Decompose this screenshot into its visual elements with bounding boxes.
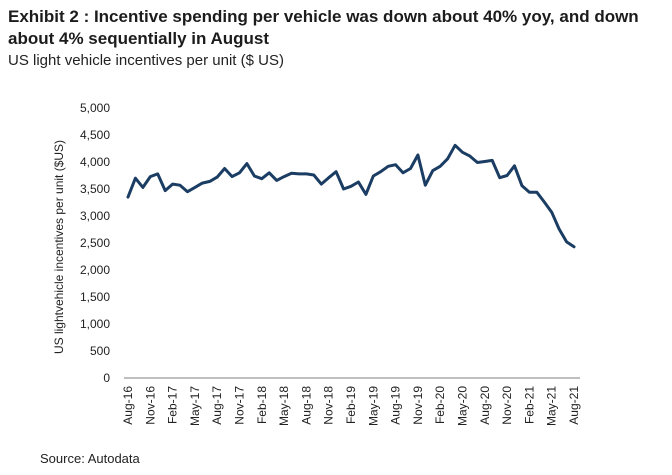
x-tick-label: Feb-19	[344, 386, 358, 424]
x-tick-label: Nov-17	[233, 386, 247, 425]
x-tick-label: May-17	[188, 386, 202, 426]
x-tick-label: Feb-18	[255, 386, 269, 424]
x-tick-label: May-18	[277, 386, 291, 426]
x-tick-label: Feb-20	[433, 386, 447, 424]
x-tick-label: May-21	[545, 386, 559, 426]
x-tick-label: Nov-20	[500, 386, 514, 425]
y-tick-label: 0	[103, 371, 110, 385]
source-note: Source: Autodata	[40, 451, 140, 466]
x-tick-label: Aug-20	[478, 386, 492, 425]
x-axis: Aug-16 Nov-16 Feb-17 May-17 Aug-17 Nov-17 Feb-…	[121, 377, 581, 426]
y-axis-title: US lightvehicle incentives per unit ($US…	[52, 140, 66, 354]
x-tick-label: Nov-16	[143, 386, 157, 425]
x-tick-label: Nov-18	[322, 386, 336, 425]
x-tick-label: Aug-19	[389, 386, 403, 425]
x-tick-label: May-20	[456, 386, 470, 426]
y-tick-label: 3,000	[80, 209, 110, 223]
y-tick-label: 4,500	[80, 128, 110, 142]
y-tick-label: 5,000	[80, 101, 110, 115]
chart-title: Exhibit 2 : Incentive spending per vehic…	[8, 7, 639, 48]
y-tick-label: 4,000	[80, 155, 110, 169]
y-tick-label: 500	[90, 344, 110, 358]
x-tick-label: Feb-21	[522, 386, 536, 424]
x-tick-label: Aug-21	[567, 386, 581, 425]
y-tick-label: 2,500	[80, 236, 110, 250]
y-tick-label: 1,000	[80, 317, 110, 331]
x-tick-label: Feb-17	[166, 386, 180, 424]
x-tick-label: May-19	[366, 386, 380, 426]
x-tick-label: Aug-17	[210, 386, 224, 425]
y-tick-label: 2,000	[80, 263, 110, 277]
y-axis: 0 500 1,000 1,500 2,000 2,500 3,000 3,500 4,000 4…	[80, 101, 110, 385]
y-tick-label: 1,500	[80, 290, 110, 304]
series-line	[126, 143, 576, 249]
chart-subtitle: US light vehicle incentives per unit ($ …	[8, 52, 284, 69]
x-tick-label: Aug-16	[121, 386, 135, 425]
x-tick-label: Aug-18	[299, 386, 313, 425]
x-tick-label: Nov-19	[411, 386, 425, 425]
y-tick-label: 3,500	[80, 182, 110, 196]
